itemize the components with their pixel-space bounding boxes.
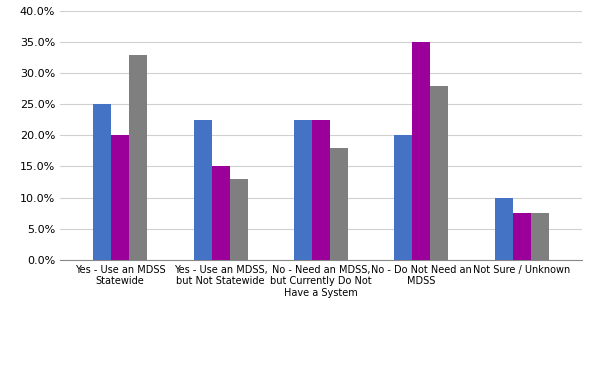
Bar: [312, 120, 330, 260]
Bar: [294, 120, 312, 260]
Bar: [194, 120, 212, 260]
Bar: [230, 179, 248, 260]
Bar: [531, 213, 549, 260]
Bar: [494, 197, 513, 260]
Bar: [129, 55, 148, 260]
Bar: [394, 135, 412, 260]
Bar: [93, 104, 111, 260]
Bar: [412, 42, 430, 260]
Bar: [513, 213, 531, 260]
Bar: [330, 148, 348, 260]
Bar: [111, 135, 129, 260]
Bar: [430, 86, 448, 260]
Bar: [212, 167, 230, 260]
